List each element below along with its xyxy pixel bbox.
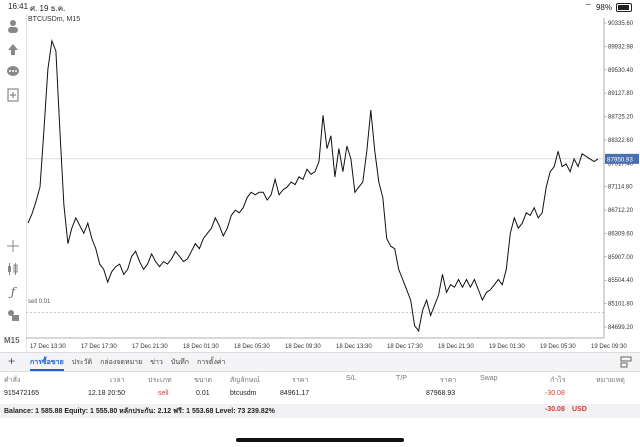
current-price-tag: [605, 153, 639, 164]
header-time: เวลา: [110, 377, 125, 384]
time-tick-label: 18 Dec 05:30: [234, 344, 270, 350]
header-type: ประเภท: [148, 377, 172, 384]
bottom-tabs-bar: + การซื้อขาย ประวัติ กล่องจดหมาย ข่าว บั…: [0, 352, 640, 372]
indicator-icon[interactable]: ƒ: [10, 285, 16, 299]
status-date: ศ. 19 ธ.ค.: [30, 4, 66, 13]
tab-mailbox[interactable]: กล่องจดหมาย: [100, 359, 143, 366]
time-tick-label: 19 Dec 01:30: [489, 344, 525, 350]
table-row[interactable]: 915472165 12.18 20:50 sell 0.01 btcusdm …: [0, 388, 640, 402]
price-tick-label: 89530.40: [608, 68, 634, 74]
cell-time: 12.18 20:50: [88, 390, 125, 397]
price-tick-label: 88322.60: [608, 138, 634, 144]
balance-profit: -30.08: [545, 406, 565, 413]
price-tick-label: 84699.20: [608, 325, 634, 331]
cell-price: 84961.17: [280, 390, 310, 397]
time-tick-label: 17 Dec 13:30: [30, 344, 66, 350]
status-right: ⌔ 98%: [584, 2, 632, 12]
sell-line-label: sell 0.01: [28, 299, 51, 305]
cell-volume: 0.01: [196, 390, 210, 397]
header-price: ราคา: [292, 377, 309, 384]
candlestick-icon[interactable]: [5, 261, 21, 277]
header-sl: S/L: [346, 375, 357, 382]
time-tick-label: 19 Dec 05:30: [540, 344, 576, 350]
cell-symbol: btcusdm: [230, 390, 257, 397]
tab-news[interactable]: ข่าว: [150, 359, 163, 366]
balance-summary: Balance: 1 585.88 Equity: 1 555.80 หลักป…: [4, 408, 275, 415]
price-tick-label: 90335.60: [608, 21, 634, 27]
price-chart[interactable]: 90335.60 89932.98 89530.40 89127.80 88725.20…: [26, 14, 640, 354]
battery-icon: [616, 2, 632, 12]
tab-list: การซื้อขาย ประวัติ กล่องจดหมาย ข่าว บันท…: [30, 357, 225, 371]
chat-icon[interactable]: [5, 64, 21, 80]
price-tick-label: 89127.80: [608, 91, 634, 97]
crosshair-icon[interactable]: [5, 238, 21, 254]
time-tick-label: 18 Dec 21:30: [438, 344, 474, 350]
price-tick-label: 88725.20: [608, 115, 634, 121]
time-tick-label: 17 Dec 17:30: [81, 344, 117, 350]
trade-table-header: คำสั่ง เวลา ประเภท ขนาด สัญลักษณ์ ราคา S…: [0, 373, 640, 387]
price-tick-label: 85504.40: [608, 278, 634, 284]
time-tick-label: 17 Dec 21:30: [132, 344, 168, 350]
header-volume: ขนาด: [194, 377, 213, 384]
time-tick-label: 18 Dec 01:30: [183, 344, 219, 350]
tab-settings[interactable]: การตั้งค่า: [196, 359, 226, 366]
current-price-label: 87950.93: [607, 156, 633, 163]
home-indicator: [236, 438, 404, 442]
time-tick-label: 18 Dec 13:30: [336, 344, 372, 350]
price-tick-label: 86309.60: [608, 231, 634, 237]
time-tick-label: 18 Dec 17:30: [387, 344, 423, 350]
time-tick-label: 18 Dec 09:30: [285, 344, 321, 350]
tab-trade[interactable]: การซื้อขาย: [30, 357, 64, 371]
cell-profit: -30.08: [545, 390, 565, 397]
left-toolbar: ƒ M15: [0, 14, 27, 354]
price-tick-label: 87114.80: [608, 185, 633, 191]
chart-symbol: BTCUSDm, M15: [28, 16, 81, 23]
price-tick-label: 85101.80: [608, 302, 634, 308]
cell-current-price: 87968.93: [426, 390, 456, 397]
header-tp: T/P: [396, 375, 407, 382]
layout-icon[interactable]: [620, 356, 632, 368]
account-icon[interactable]: [5, 18, 21, 34]
price-tick-label: 87517.40: [608, 161, 634, 167]
header-profit: กำไร: [550, 377, 566, 384]
header-swap: Swap: [480, 375, 498, 382]
status-time: 16:41: [8, 2, 29, 11]
add-document-icon[interactable]: [5, 87, 21, 103]
cell-order: 915472165: [4, 390, 40, 397]
tab-journal[interactable]: บันทึก: [170, 359, 189, 366]
trade-icon[interactable]: [5, 41, 21, 57]
time-tick-label: 19 Dec 09:30: [591, 344, 627, 350]
header-order: คำสั่ง: [4, 377, 21, 384]
price-tick-label: 85907.00: [608, 255, 634, 261]
balance-row: Balance: 1 585.88 Equity: 1 555.80 หลักป…: [0, 404, 640, 418]
tab-history[interactable]: ประวัติ: [71, 359, 93, 366]
cell-type: sell: [158, 390, 169, 397]
header-current-price: ราคา: [440, 377, 457, 384]
add-icon[interactable]: +: [8, 354, 16, 368]
header-symbol: สัญลักษณ์: [230, 377, 260, 384]
objects-icon[interactable]: [5, 307, 21, 323]
chart-canvas: 90335.60 89932.98 89530.40 89127.80 88725.20…: [26, 18, 639, 350]
balance-currency: USD: [572, 406, 587, 413]
battery-percent: 98%: [595, 2, 612, 12]
wifi-icon: ⌔: [584, 2, 592, 11]
price-line-series: [27, 38, 599, 333]
price-tick-label: 89932.98: [608, 44, 634, 50]
price-tick-label: 86712.20: [608, 208, 634, 214]
timeframe-label[interactable]: M15: [4, 336, 20, 345]
header-comment: หมายเหตุ: [596, 377, 625, 384]
status-bar: 16:41 ศ. 19 ธ.ค. ⌔ 98%: [0, 0, 640, 14]
